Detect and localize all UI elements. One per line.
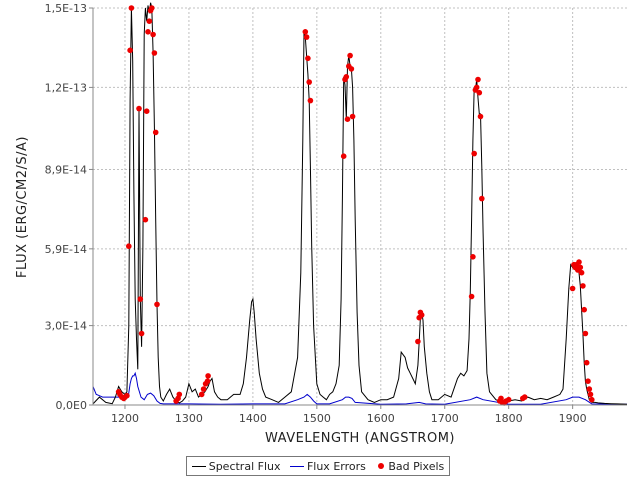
x-axis-title: WAVELENGTH (ANGSTROM)	[265, 431, 455, 446]
bad-pixel-point	[143, 217, 149, 223]
legend-label-bad-pixels: Bad Pixels	[388, 460, 444, 473]
bad-pixel-point	[470, 254, 476, 260]
bad-pixel-point	[136, 106, 142, 112]
bad-pixel-point	[349, 66, 355, 72]
bad-pixel-point	[419, 312, 425, 318]
x-tick-label: 1800	[495, 412, 523, 425]
legend-label-flux: Spectral Flux	[209, 460, 281, 473]
bad-pixel-point	[144, 108, 150, 114]
bad-pixel-point	[154, 302, 160, 308]
y-axis-title: FLUX (ERG/CM2/S/A)	[15, 136, 30, 278]
bad-pixel-point	[305, 56, 311, 62]
y-tick-label: 0,0E0	[56, 399, 87, 412]
bad-pixel-point	[579, 270, 585, 276]
y-tick-label: 1,2E-13	[45, 81, 87, 94]
bad-pixel-point	[477, 90, 483, 96]
bad-pixel-point	[150, 32, 156, 38]
bad-pixel-point	[205, 373, 211, 379]
bad-pixel-point	[147, 18, 153, 24]
bad-pixel-point	[580, 283, 586, 289]
x-tick-label: 1900	[559, 412, 587, 425]
y-tick-label: 3,0E-14	[45, 320, 87, 333]
bad-pixel-point	[347, 53, 353, 59]
bad-pixel-point	[344, 74, 350, 80]
bad-pixel-point	[578, 265, 584, 271]
bad-pixel-point	[177, 392, 183, 398]
bad-pixel-point	[126, 243, 132, 249]
bad-pixel-point	[306, 79, 312, 85]
bad-pixel-point	[124, 393, 130, 399]
bad-pixel-point	[145, 29, 151, 35]
y-tick-label: 1,5E-13	[45, 2, 87, 15]
x-tick-label: 1200	[111, 412, 139, 425]
bad-pixel-point	[522, 394, 528, 400]
bad-pixel-point	[138, 296, 144, 302]
bad-pixel-point	[479, 196, 485, 202]
legend-item-bad-pixels: Bad Pixels	[375, 460, 444, 473]
bad-pixel-point	[341, 153, 347, 159]
bad-pixel-point	[153, 130, 159, 136]
legend: Spectral Flux Flux Errors Bad Pixels	[186, 456, 450, 476]
error-line-swatch-icon	[290, 466, 304, 467]
bad-pixel-point	[506, 397, 512, 403]
bad-pixel-dot-icon	[378, 463, 384, 469]
bad-pixel-point	[303, 29, 309, 35]
bad-pixel-point	[583, 331, 589, 337]
y-tick-label: 8,9E-14	[45, 163, 87, 176]
bad-pixel-point	[139, 331, 145, 337]
plot-area	[93, 8, 627, 405]
x-tick-label: 1600	[367, 412, 395, 425]
bad-pixel-point	[581, 307, 587, 313]
bad-pixel-point	[585, 378, 591, 384]
bad-pixel-point	[475, 77, 481, 83]
y-axis: 0,0E0 3,0E-14 5,9E-14 8,9E-14 1,2E-13 1,5E-13	[45, 2, 93, 412]
x-tick-label: 1500	[303, 412, 331, 425]
x-axis: 1200 1300 1400 1500 1600 1700 1800 1900	[111, 405, 587, 425]
bad-pixel-point	[199, 392, 205, 398]
bad-pixel-point	[570, 286, 576, 292]
bad-pixel-point	[584, 360, 590, 366]
legend-label-errors: Flux Errors	[307, 460, 366, 473]
bad-pixel-point	[205, 378, 211, 384]
bad-pixel-point	[127, 48, 133, 54]
bad-pixel-point	[478, 114, 484, 120]
x-tick-label: 1400	[239, 412, 267, 425]
bad-pixel-point	[588, 392, 594, 398]
bad-pixel-point	[469, 294, 475, 300]
bad-pixel-point	[345, 116, 351, 122]
x-tick-label: 1300	[175, 412, 203, 425]
bad-pixel-point	[589, 397, 595, 403]
y-tick-label: 5,9E-14	[45, 243, 87, 256]
flux-line-swatch-icon	[192, 466, 206, 467]
legend-item-flux: Spectral Flux	[192, 460, 281, 473]
bad-pixel-point	[471, 151, 477, 157]
bad-pixel-point	[201, 386, 207, 392]
bad-pixel-point	[149, 5, 155, 11]
bad-pixel-point	[129, 5, 135, 11]
bad-pixel-point	[308, 98, 314, 104]
bad-pixel-point	[350, 114, 356, 120]
bad-pixel-point	[304, 34, 310, 40]
bad-pixel-point	[587, 386, 593, 392]
bad-pixel-point	[474, 85, 480, 91]
x-tick-label: 1700	[431, 412, 459, 425]
bad-pixel-point	[576, 259, 582, 265]
bad-pixel-point	[152, 50, 158, 56]
bad-pixel-point	[415, 339, 421, 345]
legend-item-errors: Flux Errors	[290, 460, 366, 473]
